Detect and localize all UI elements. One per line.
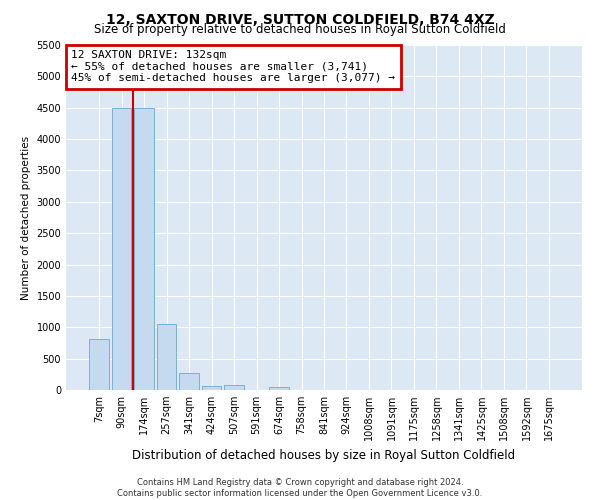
- Bar: [224, 386, 244, 390]
- Bar: [157, 324, 176, 390]
- Text: Size of property relative to detached houses in Royal Sutton Coldfield: Size of property relative to detached ho…: [94, 22, 506, 36]
- Text: Contains HM Land Registry data © Crown copyright and database right 2024.
Contai: Contains HM Land Registry data © Crown c…: [118, 478, 482, 498]
- Bar: [269, 387, 289, 390]
- Text: 12 SAXTON DRIVE: 132sqm
← 55% of detached houses are smaller (3,741)
45% of semi: 12 SAXTON DRIVE: 132sqm ← 55% of detache…: [71, 50, 395, 84]
- Y-axis label: Number of detached properties: Number of detached properties: [21, 136, 31, 300]
- Bar: [202, 386, 221, 390]
- Bar: [179, 373, 199, 390]
- Bar: [112, 108, 131, 390]
- Bar: [134, 108, 154, 390]
- Bar: [89, 338, 109, 390]
- Text: 12, SAXTON DRIVE, SUTTON COLDFIELD, B74 4XZ: 12, SAXTON DRIVE, SUTTON COLDFIELD, B74 …: [106, 12, 494, 26]
- X-axis label: Distribution of detached houses by size in Royal Sutton Coldfield: Distribution of detached houses by size …: [133, 448, 515, 462]
